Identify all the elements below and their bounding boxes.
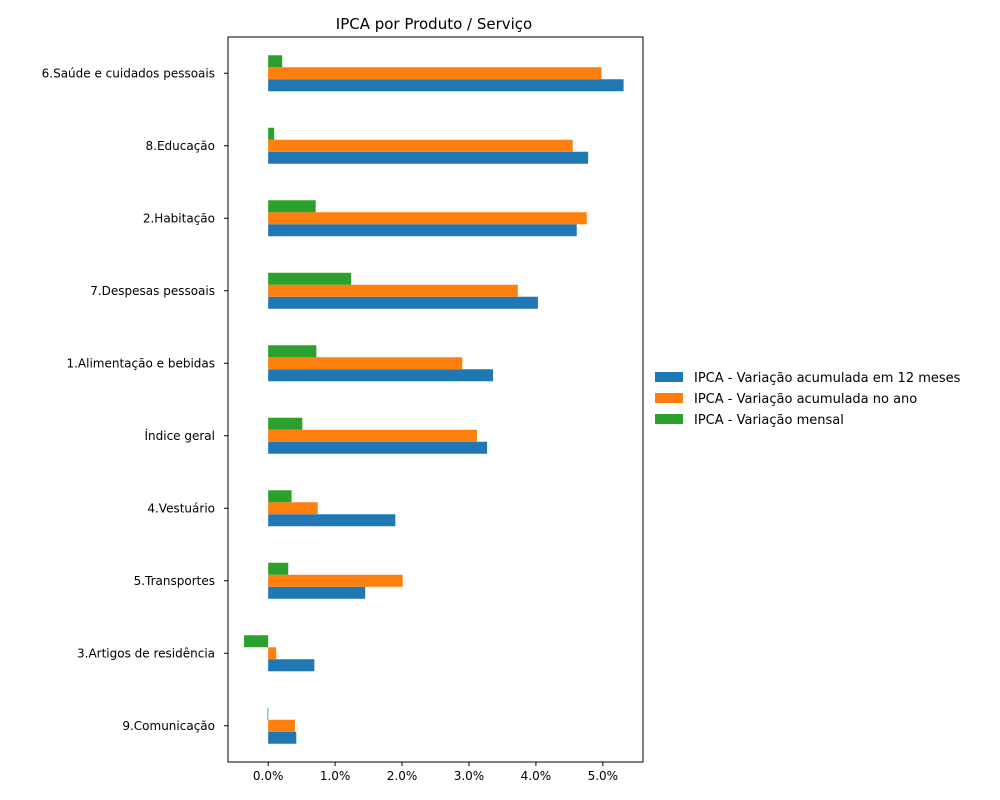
bar-9-series-2 bbox=[267, 707, 269, 720]
x-tick-label: 4.0% bbox=[521, 769, 552, 783]
y-tick-label: 3.Artigos de residência bbox=[77, 646, 215, 660]
x-axis: 0.0% 1.0% 2.0% 3.0% 4.0% 5.0% bbox=[253, 762, 618, 783]
y-tick-label: Índice geral bbox=[144, 428, 215, 443]
bars-layer bbox=[244, 55, 624, 744]
x-tick-label: 1.0% bbox=[320, 769, 351, 783]
bar-6-series-0 bbox=[268, 514, 396, 527]
bar-2-series-2 bbox=[268, 200, 316, 213]
legend: IPCA - Variação acumulada em 12 meses IPC… bbox=[655, 371, 961, 428]
legend-swatch-1 bbox=[655, 393, 683, 403]
y-tick-label: 9.Comunicação bbox=[122, 719, 215, 733]
bar-0-series-1 bbox=[268, 67, 602, 80]
chart-title: IPCA por Produto / Serviço bbox=[336, 15, 532, 33]
x-tick-label: 3.0% bbox=[454, 769, 485, 783]
y-tick-label: 2.Habitação bbox=[143, 211, 215, 225]
y-tick-label: 6.Saúde e cuidados pessoais bbox=[42, 66, 215, 80]
bar-0-series-0 bbox=[268, 79, 624, 92]
bar-8-series-1 bbox=[268, 647, 277, 660]
legend-label-1: IPCA - Variação acumulada no ano bbox=[694, 392, 917, 407]
bar-9-series-1 bbox=[268, 719, 295, 732]
bar-1-series-1 bbox=[268, 139, 573, 152]
bar-5-series-2 bbox=[268, 417, 303, 430]
legend-label-2: IPCA - Variação mensal bbox=[694, 413, 844, 428]
bar-5-series-0 bbox=[268, 441, 488, 454]
legend-swatch-0 bbox=[655, 372, 683, 382]
bar-6-series-1 bbox=[268, 502, 318, 515]
y-tick-label: 7.Despesas pessoais bbox=[90, 284, 215, 298]
bar-7-series-2 bbox=[268, 562, 289, 575]
bar-3-series-1 bbox=[268, 284, 518, 297]
bar-0-series-2 bbox=[268, 55, 283, 68]
x-tick-label: 2.0% bbox=[387, 769, 418, 783]
bar-3-series-0 bbox=[268, 296, 538, 309]
bar-4-series-2 bbox=[268, 345, 317, 358]
bar-6-series-2 bbox=[268, 490, 292, 503]
plot-frame bbox=[227, 36, 644, 763]
y-tick-label: 8.Educação bbox=[146, 139, 216, 153]
bar-8-series-2 bbox=[244, 635, 269, 648]
bar-1-series-2 bbox=[268, 127, 275, 140]
y-tick-label: 4.Vestuário bbox=[147, 501, 215, 515]
bar-4-series-1 bbox=[268, 357, 463, 370]
bar-7-series-1 bbox=[268, 574, 403, 587]
y-axis: 6.Saúde e cuidados pessoais 8.Educação 2.H… bbox=[42, 66, 228, 733]
y-tick-label: 5.Transportes bbox=[134, 574, 215, 588]
x-tick-label: 5.0% bbox=[588, 769, 619, 783]
y-tick-label: 1.Alimentação e bebidas bbox=[66, 356, 215, 370]
legend-label-0: IPCA - Variação acumulada em 12 meses bbox=[694, 371, 961, 386]
bar-5-series-1 bbox=[268, 429, 477, 442]
bar-2-series-1 bbox=[268, 212, 587, 225]
bar-9-series-0 bbox=[268, 731, 297, 744]
bar-4-series-0 bbox=[268, 369, 494, 382]
bar-2-series-0 bbox=[268, 224, 577, 237]
bar-7-series-0 bbox=[268, 586, 366, 599]
legend-swatch-2 bbox=[655, 414, 683, 424]
bar-1-series-0 bbox=[268, 151, 589, 164]
bar-3-series-2 bbox=[268, 272, 352, 285]
bar-8-series-0 bbox=[268, 659, 315, 672]
x-tick-label: 0.0% bbox=[253, 769, 284, 783]
